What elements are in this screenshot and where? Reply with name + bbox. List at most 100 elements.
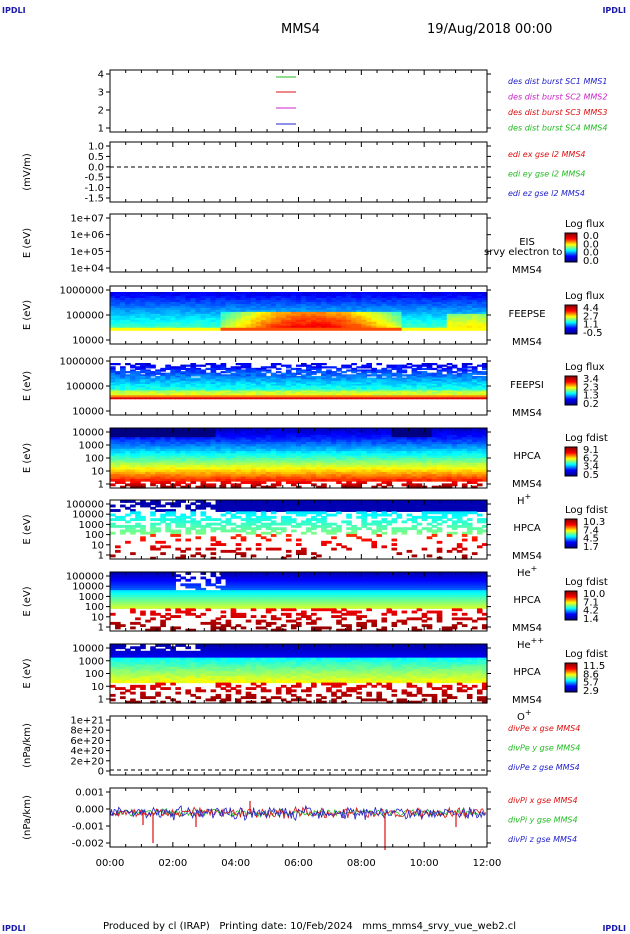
heatmap-cell: [260, 307, 267, 311]
heatmap-cell: [200, 432, 207, 436]
heatmap-cell: [306, 313, 312, 317]
heatmap-cell: [260, 451, 267, 454]
heatmap-cell: [255, 388, 262, 392]
heatmap-cell: [391, 428, 398, 431]
heatmap-cell: [165, 379, 171, 382]
heatmap-cell: [376, 392, 383, 395]
heatmap-cell: [280, 303, 287, 307]
heatmap-cell: [341, 301, 347, 305]
heatmap-cell: [426, 387, 433, 390]
heatmap-cell: [341, 458, 347, 461]
heatmap-cell: [391, 387, 398, 390]
heatmap-cell: [110, 471, 116, 475]
heatmap-cell: [130, 321, 136, 325]
heatmap-cell: [180, 372, 186, 375]
heatmap-cell: [235, 397, 242, 400]
heatmap-cell: [356, 387, 362, 390]
heatmap-cell: [165, 388, 171, 392]
heatmap-cell: [265, 467, 272, 471]
heatmap-cell: [456, 382, 463, 385]
heatmap-cell: [160, 388, 166, 392]
heatmap-cell: [386, 293, 393, 297]
heatmap-cell: [175, 297, 181, 301]
heatmap-cell: [135, 387, 141, 390]
heatmap-cell: [130, 379, 136, 382]
heatmap-cell: [160, 397, 166, 400]
heatmap-cell: [456, 467, 463, 471]
heatmap-cell: [356, 460, 362, 464]
heatmap-cell: [476, 319, 483, 323]
heatmap-cell: [175, 307, 181, 311]
heatmap-cell: [215, 313, 222, 317]
heatmap-cell: [205, 321, 212, 325]
heatmap-cell: [290, 375, 297, 379]
heatmap-cell: [290, 397, 297, 400]
heatmap-cell: [230, 297, 237, 301]
heatmap-cell: [250, 485, 257, 489]
heatmap-cell: [230, 383, 237, 387]
heatmap-cell: [471, 395, 478, 398]
heatmap-cell: [220, 375, 227, 379]
heatmap-cell: [411, 377, 418, 380]
heatmap-cell: [245, 292, 252, 295]
heatmap-cell: [135, 375, 141, 379]
heatmap-cell: [346, 441, 352, 445]
heatmap-cell: [396, 462, 403, 466]
heatmap-cell: [265, 460, 272, 464]
heatmap-cell: [476, 364, 483, 367]
heatmap-cell: [210, 295, 217, 299]
heatmap-cell: [185, 382, 192, 385]
heatmap-cell: [391, 325, 398, 329]
heatmap-cell: [165, 464, 171, 468]
heatmap-cell: [280, 295, 287, 299]
heatmap-cell: [301, 377, 307, 380]
heatmap-cell: [210, 393, 217, 396]
heatmap-cell: [411, 327, 418, 331]
heatmap-cell: [185, 392, 192, 395]
heatmap-cell: [155, 460, 161, 464]
heatmap-cell: [170, 295, 176, 299]
heatmap-cell: [150, 458, 156, 461]
heatmap-cell: [225, 369, 232, 372]
heatmap-cell: [481, 388, 488, 392]
heatmap-cell: [160, 430, 166, 434]
heatmap-cell: [366, 462, 372, 466]
heatmap-cell: [316, 309, 322, 313]
heatmap-cell: [190, 313, 197, 317]
heatmap-cell: [351, 393, 357, 396]
heatmap-cell: [240, 383, 247, 387]
heatmap-cell: [175, 437, 181, 441]
heatmap-cell: [466, 325, 473, 329]
heatmap-cell: [446, 380, 453, 383]
heatmap-cell: [326, 474, 332, 478]
heatmap-cell: [165, 393, 171, 396]
heatmap-cell: [200, 481, 207, 484]
heatmap-cell: [195, 458, 202, 461]
heatmap-cell: [446, 309, 453, 313]
heatmap-cell: [225, 455, 232, 459]
heatmap-cell: [361, 451, 367, 454]
heatmap-cell: [301, 432, 307, 436]
heatmap-cell: [215, 478, 222, 482]
heatmap-cell: [120, 392, 126, 395]
heatmap-cell: [200, 469, 207, 473]
heatmap-cell: [145, 363, 151, 366]
heatmap-cell: [366, 439, 372, 443]
y-tick-label: -1.0: [84, 183, 104, 194]
heatmap-cell: [250, 434, 257, 438]
heatmap-cell: [421, 441, 428, 445]
heatmap-cell: [250, 321, 257, 325]
heatmap-cell: [205, 295, 212, 299]
heatmap-cell: [321, 393, 327, 396]
heatmap-cell: [150, 387, 156, 390]
heatmap-cell: [175, 367, 181, 371]
heatmap-cell: [361, 369, 367, 372]
heatmap-cell: [110, 462, 116, 466]
heatmap-cell: [250, 428, 257, 431]
heatmap-cell: [301, 311, 307, 315]
heatmap-cell: [130, 446, 136, 450]
heatmap-cell: [155, 305, 161, 309]
heatmap-cell: [245, 446, 252, 450]
heatmap-cell: [316, 366, 322, 369]
heatmap-cell: [110, 311, 116, 315]
